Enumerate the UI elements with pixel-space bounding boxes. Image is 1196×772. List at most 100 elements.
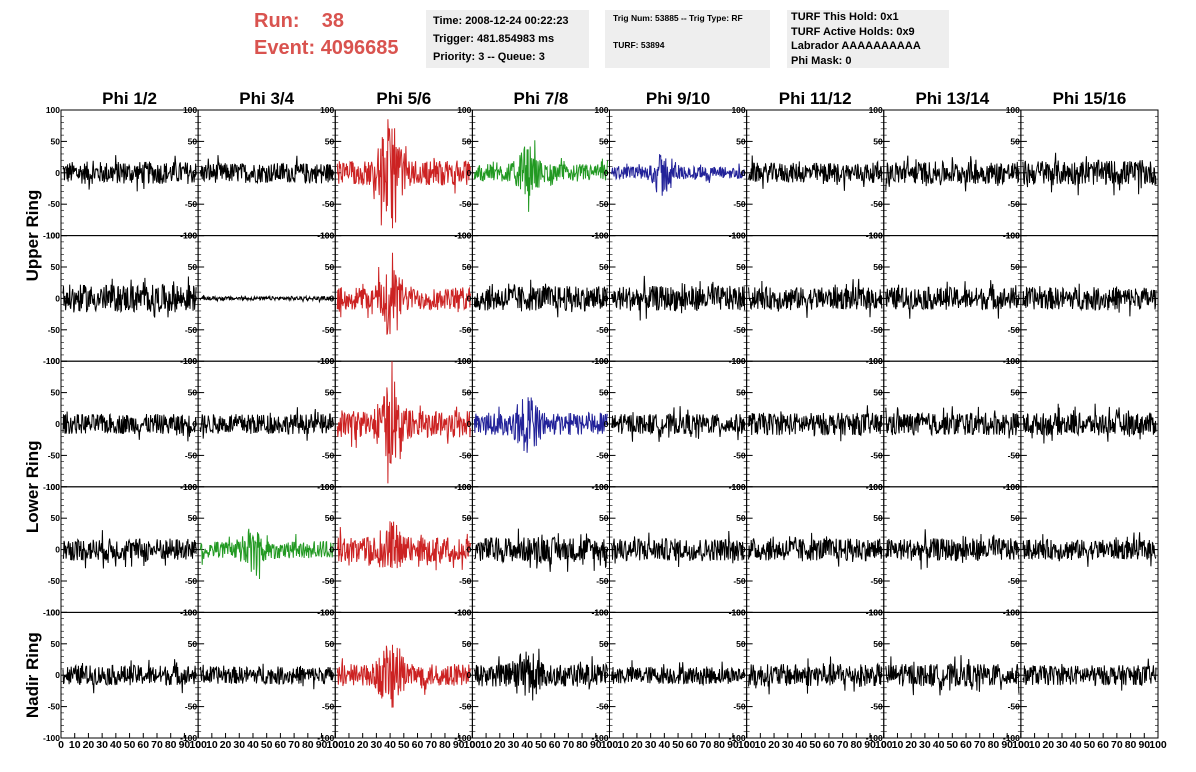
y-tick-label: -50 [1008,325,1021,335]
x-tick-label: 80 [713,739,725,751]
x-tick-label: 80 [439,739,451,751]
y-tick-label: 0 [1015,168,1020,178]
y-tick-label: 100 [457,482,471,492]
y-tick-label: -50 [185,576,198,586]
y-tick-label: 50 [599,513,609,523]
y-tick-label: -50 [1008,576,1021,586]
x-tick-label: 20 [631,739,643,751]
waveform-trace [611,275,746,321]
x-tick-label: 40 [247,739,259,751]
column-header-7: Phi 13/14 [915,89,989,108]
x-tick-label: 90 [179,739,191,751]
y-tick-label: 50 [51,639,61,649]
waveform-trace [748,532,883,567]
waveform-trace [199,528,334,580]
waveform-trace [199,294,334,304]
x-tick-label: 70 [563,739,575,751]
y-tick-label: 0 [467,545,472,555]
y-tick-label: -100 [317,733,334,743]
y-tick-label: 100 [457,607,471,617]
x-tick-label: 100 [875,739,893,751]
y-tick-label: 100 [320,231,334,241]
y-tick-label: 100 [594,231,608,241]
y-tick-label: 50 [325,639,335,649]
x-tick-label: 100 [189,739,207,751]
y-tick-label: 0 [1015,419,1020,429]
y-tick-label: 100 [320,607,334,617]
run-value: 38 [321,10,345,32]
y-tick-label: 100 [594,105,608,115]
y-tick-label: 100 [46,607,60,617]
x-tick-label: 10 [343,739,355,751]
y-tick-label: -50 [870,450,883,460]
y-tick-label: 50 [325,136,335,146]
y-tick-label: 50 [599,262,609,272]
y-tick-label: -50 [870,702,883,712]
y-tick-label: -100 [43,231,60,241]
x-tick-label: 60 [686,739,698,751]
x-tick-label: 0 [469,739,475,751]
y-tick-label: 0 [330,419,335,429]
y-tick-label: -50 [459,702,472,712]
run-row: Run: 38 [254,8,399,35]
y-tick-label: 0 [192,545,197,555]
x-tick-label: 20 [1042,739,1054,751]
x-tick-label: 100 [1012,739,1030,751]
y-tick-label: 50 [873,639,883,649]
x-tick-label: 50 [398,739,410,751]
x-tick-label: 30 [645,739,657,751]
y-tick-label: -50 [733,325,746,335]
x-tick-label: 100 [601,739,619,751]
y-tick-label: -50 [322,450,335,460]
waveform-trace [336,252,471,335]
x-tick-label: 50 [535,739,547,751]
y-tick-label: -100 [43,482,60,492]
x-tick-label: 50 [1084,739,1096,751]
y-tick-label: 100 [869,105,883,115]
y-tick-label: -50 [459,199,472,209]
y-tick-label: 0 [330,293,335,303]
trigger-line: Trigger: 481.854983 ms [433,33,555,45]
y-tick-label: 0 [604,670,609,680]
waveform-trace [611,406,746,442]
y-tick-label: 50 [462,513,472,523]
y-tick-label: -50 [870,576,883,586]
column-header-8: Phi 15/16 [1053,89,1127,108]
y-tick-label: 50 [462,639,472,649]
y-tick-label: 50 [188,513,198,523]
waveform-trace [199,155,334,185]
y-tick-label: 0 [467,419,472,429]
x-tick-label: 60 [549,739,561,751]
x-tick-label: 90 [316,739,328,751]
y-tick-label: 0 [604,293,609,303]
x-tick-label: 70 [288,739,300,751]
y-tick-label: -50 [870,199,883,209]
turf-active-line: TURF Active Holds: 0x9 [791,25,915,38]
y-tick-label: 0 [55,670,60,680]
y-tick-label: 100 [320,105,334,115]
x-tick-label: 10 [480,739,492,751]
y-tick-label: 50 [873,388,883,398]
column-header-5: Phi 9/10 [646,89,710,108]
waveform-trace [62,530,197,569]
x-tick-label: 80 [165,739,177,751]
x-tick-label: 100 [738,739,756,751]
y-tick-label: 100 [869,356,883,366]
x-tick-label: 60 [960,739,972,751]
y-tick-label: -100 [454,733,471,743]
y-tick-label: 0 [55,293,60,303]
y-tick-label: 50 [325,513,335,523]
y-tick-label: 0 [55,545,60,555]
y-tick-label: -50 [48,325,61,335]
y-tick-label: 0 [55,168,60,178]
y-tick-label: 100 [457,105,471,115]
y-tick-label: -50 [185,199,198,209]
x-tick-label: 40 [384,739,396,751]
x-tick-label: 50 [261,739,273,751]
y-tick-label: 50 [462,136,472,146]
x-tick-label: 30 [1056,739,1068,751]
x-tick-label: 60 [1097,739,1109,751]
y-tick-label: 0 [604,419,609,429]
waveform-trace [885,529,1020,570]
time-trigger-box: Time: 2008-12-24 00:22:23 Trigger: 481.8… [426,10,589,68]
